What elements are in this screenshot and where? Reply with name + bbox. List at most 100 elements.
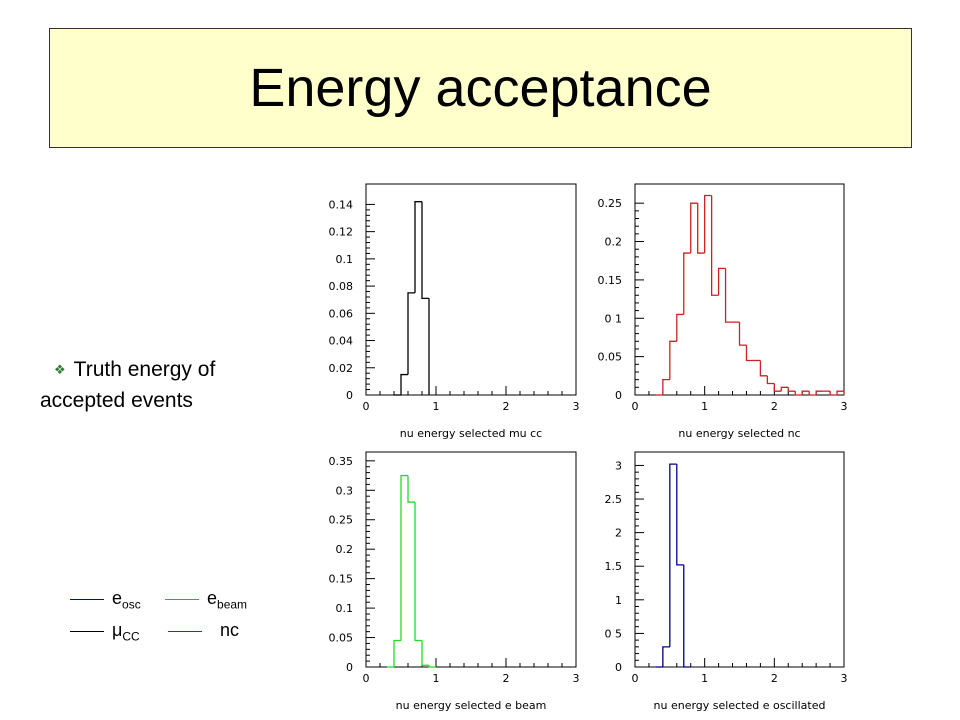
y-tick-label: 0.2 (336, 543, 354, 556)
histogram-bin (393, 639, 401, 667)
bullet-text: ❖ Truth energy of accepted events (40, 354, 280, 416)
histogram-bin (421, 201, 429, 299)
y-tick-label: 0 5 (605, 627, 623, 640)
histogram-bin (794, 391, 803, 396)
y-tick-label: 0.3 (336, 484, 354, 497)
y-tick-label: 0.15 (598, 274, 623, 287)
histogram-panel-3: 0 0.05 0.1 0.15 0.2 0.25 0.3 0.35 0 1 2 3 nu energy … (329, 451, 580, 712)
bullet-line-2: accepted events (40, 389, 193, 412)
y-tick-label: 0.1 (336, 602, 354, 615)
y-tick-label: 3 (615, 459, 622, 472)
plot-frame (365, 451, 577, 668)
histogram-bin (662, 379, 670, 395)
y-tick-label: 0.25 (598, 197, 623, 210)
y-tick-label: 0.14 (329, 198, 354, 211)
legend-swatch (168, 631, 202, 633)
legend-swatch (165, 599, 199, 601)
histogram-bin (676, 313, 684, 342)
x-tick-label: 0 (632, 672, 639, 685)
histogram-bin (400, 474, 408, 641)
histogram-bin (710, 195, 719, 296)
legend-label: μCC (112, 620, 140, 644)
y-tick-label: 0 (346, 661, 353, 674)
legend-swatch (70, 599, 104, 601)
histogram-bin (724, 268, 733, 323)
histogram-bin (766, 375, 775, 385)
histogram-bin (421, 640, 429, 666)
x-tick-label: 2 (503, 400, 510, 413)
histogram-bin (407, 292, 415, 375)
legend-swatch (70, 631, 104, 633)
histogram-bin (400, 373, 408, 395)
legend-item-mu-cc: μCC (70, 620, 140, 644)
x-tick-label: 2 (771, 400, 778, 413)
plot-frame (365, 183, 577, 396)
histogram-bin (697, 203, 705, 254)
legend-item-e-beam: ebeam (165, 588, 247, 612)
legend-label: ebeam (207, 588, 248, 612)
y-tick-label: 0.15 (329, 573, 354, 586)
legend-label: eosc (112, 588, 141, 612)
y-tick-label: 0 (346, 389, 353, 402)
y-tick-label: 0.1 (336, 253, 354, 266)
y-tick-label: 2.5 (605, 493, 623, 506)
x-tick-label: 3 (841, 400, 848, 413)
x-tick-label: 3 (841, 672, 848, 685)
diamond-bullet-icon: ❖ (54, 362, 66, 377)
histogram-bin (815, 390, 824, 395)
x-tick-label: 2 (771, 672, 778, 685)
histogram-panel-4: 0 0 5 1 1.5 2 2.5 3 0 1 2 3 nu energy selected e os… (605, 451, 848, 712)
histogram-bin (759, 360, 768, 377)
histogram-bin (669, 340, 677, 380)
histogram-bin (836, 390, 844, 395)
y-tick-label: 0.05 (329, 632, 354, 645)
histogram-bin (690, 202, 698, 254)
histogram-bin (662, 646, 670, 667)
x-axis-label: nu energy selected e beam (396, 699, 547, 712)
legend: eosc ebeam μCC nc (70, 588, 290, 648)
histogram-bin (407, 475, 415, 503)
histogram-bin (414, 201, 422, 293)
x-tick-label: 3 (573, 400, 580, 413)
legend-label: nc (220, 620, 240, 640)
y-tick-label: 0.02 (329, 362, 354, 375)
y-tick-label: 0.04 (329, 335, 354, 348)
x-tick-label: 1 (701, 672, 708, 685)
histogram-bin (428, 665, 436, 668)
y-tick-label: 2 (615, 527, 622, 540)
x-tick-label: 1 (701, 400, 708, 413)
histogram-panel-1: 0 0.02 0.04 0.06 0.08 0.1 0.12 0.14 0 1 2 3 nu energ… (329, 183, 580, 440)
histogram-bin (704, 194, 712, 254)
y-tick-label: 0.25 (329, 514, 354, 527)
histogram-bin (808, 391, 817, 396)
y-tick-label: 0.06 (329, 307, 354, 320)
y-tick-label: 0.08 (329, 280, 354, 293)
x-tick-label: 0 (363, 672, 370, 685)
histogram-bin (745, 345, 754, 362)
y-tick-label: 0.2 (605, 236, 623, 249)
y-tick-label: 1.5 (605, 560, 623, 573)
histogram-bin (676, 464, 684, 566)
histogram-bin (787, 387, 796, 392)
x-tick-label: 0 (632, 400, 639, 413)
plot-frame (634, 183, 845, 396)
x-axis-label: nu energy selected nc (678, 427, 800, 440)
legend-item-e-osc: eosc (70, 588, 141, 612)
bullet-line-1: Truth energy of (73, 358, 216, 381)
x-axis-label: nu energy selected mu cc (400, 427, 542, 440)
legend-item-nc: nc (168, 620, 239, 644)
x-tick-label: 3 (573, 672, 580, 685)
histogram-bin (414, 502, 422, 642)
histogram-bin (780, 386, 789, 392)
histogram-bin (773, 383, 782, 392)
y-tick-label: 0.05 (598, 351, 623, 364)
plot-frame (634, 451, 845, 668)
y-tick-label: 0 (615, 661, 622, 674)
title-box: Energy acceptance (49, 28, 912, 148)
y-tick-label: 0 (615, 389, 622, 402)
x-axis-label: nu energy selected e oscillated (654, 699, 826, 712)
y-tick-label: 0.35 (329, 455, 354, 468)
y-tick-label: 0 1 (605, 312, 623, 325)
histogram-panel-2: 0 0.05 0 1 0.15 0.2 0.25 0 1 2 3 nu energy selecte… (598, 183, 848, 440)
